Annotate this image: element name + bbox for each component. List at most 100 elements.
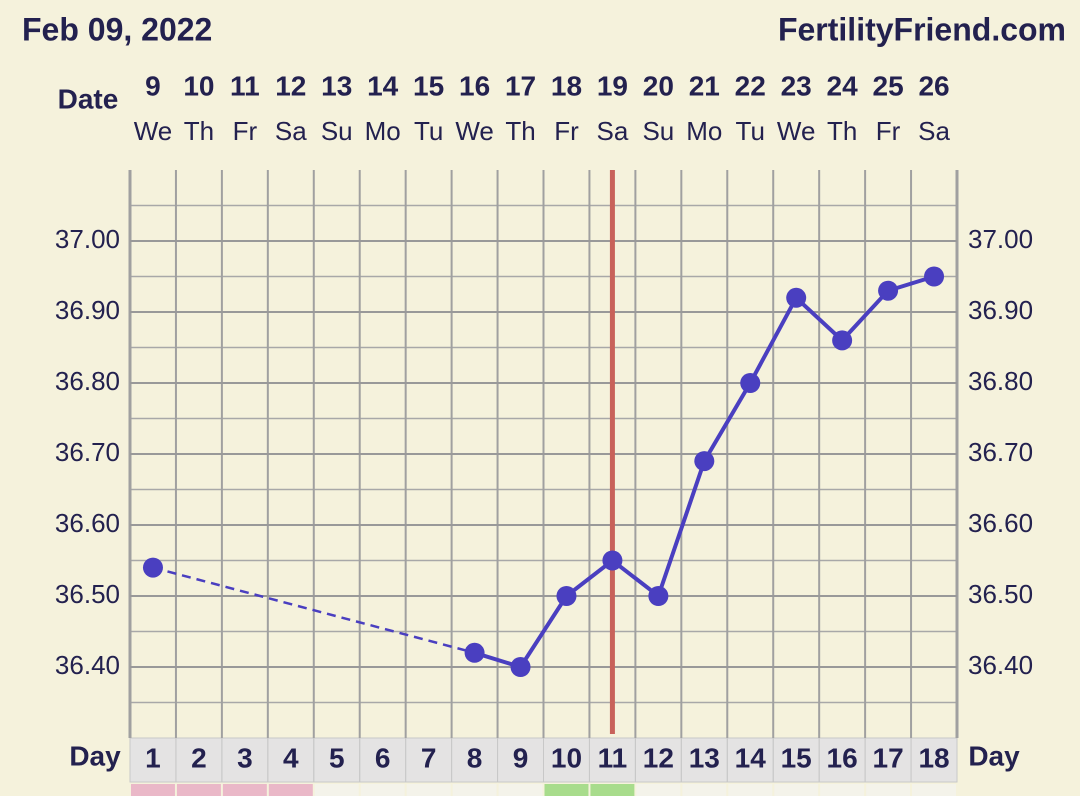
date-number: 20 — [643, 70, 674, 101]
y-tick-label-right: 36.50 — [968, 579, 1033, 609]
cm-cell — [866, 784, 911, 796]
weekday: Su — [321, 116, 353, 146]
cm-cell — [682, 784, 727, 796]
temperature-point — [142, 557, 163, 578]
temperature-point — [924, 266, 945, 287]
temperature-point — [878, 280, 899, 301]
y-tick-label-right: 36.60 — [968, 508, 1033, 538]
day-label-right: Day — [968, 740, 1020, 771]
date-number: 9 — [145, 70, 161, 101]
date-number: 21 — [689, 70, 720, 101]
day-number: 7 — [421, 742, 437, 773]
day-number: 11 — [598, 742, 628, 773]
date-number: 10 — [183, 70, 214, 101]
cm-cell — [912, 784, 956, 796]
gap-connector — [152, 566, 475, 655]
cm-cell — [176, 784, 221, 796]
weekday: Tu — [414, 116, 443, 146]
weekday: Th — [184, 116, 214, 146]
y-tick-label: 37.00 — [55, 224, 120, 254]
y-tick-label: 36.60 — [55, 508, 120, 538]
date-number: 14 — [367, 70, 399, 101]
day-number: 16 — [827, 742, 858, 773]
y-tick-label-right: 36.90 — [968, 295, 1033, 325]
cm-cell — [131, 784, 175, 796]
day-number: 13 — [689, 742, 720, 773]
weekday: Sa — [597, 116, 629, 146]
day-number: 6 — [375, 742, 391, 773]
date-number: 22 — [735, 70, 766, 101]
site-name: FertilityFriend.com — [778, 11, 1066, 47]
date-number: 24 — [827, 70, 859, 101]
temperature-point — [556, 586, 577, 606]
date-number: 13 — [321, 70, 352, 101]
temperature-point — [602, 550, 623, 571]
date-number: 18 — [551, 70, 582, 101]
weekday: We — [134, 116, 173, 146]
date-number: 17 — [505, 70, 536, 101]
temperature-point — [786, 287, 807, 308]
temperature-point — [648, 586, 669, 606]
day-number: 14 — [735, 742, 767, 773]
temperature-point — [832, 330, 853, 351]
date-number: 16 — [459, 70, 490, 101]
date-number: 15 — [413, 70, 444, 101]
day-number: 3 — [237, 742, 253, 773]
temperature-point — [740, 373, 761, 393]
y-tick-label: 36.90 — [55, 295, 120, 325]
cm-cell — [360, 784, 405, 796]
date-label: Date — [58, 83, 119, 114]
day-number: 9 — [513, 742, 529, 773]
weekday: Tu — [736, 116, 765, 146]
y-tick-label: 36.40 — [55, 650, 120, 680]
weekday: Su — [642, 116, 674, 146]
weekday: Sa — [275, 116, 307, 146]
day-number: 15 — [781, 742, 812, 773]
weekday: Mo — [365, 116, 401, 146]
weekday: We — [777, 116, 816, 146]
weekday: We — [455, 116, 494, 146]
cm-cell — [820, 784, 865, 796]
cm-cell — [222, 784, 267, 796]
weekday: Fr — [554, 116, 579, 146]
cm-cell — [314, 784, 359, 796]
y-tick-label: 36.70 — [55, 437, 120, 467]
cm-cell — [452, 784, 497, 796]
cm-cell — [728, 784, 773, 796]
day-number: 1 — [145, 742, 161, 773]
date-number: 26 — [918, 70, 949, 101]
date-number: 25 — [873, 70, 904, 101]
day-number: 4 — [283, 742, 299, 773]
date-number: 12 — [275, 70, 306, 101]
chart-title: Feb 09, 2022 — [22, 11, 212, 47]
weekday: Sa — [918, 116, 950, 146]
cm-cell — [544, 784, 589, 796]
y-tick-label-right: 37.00 — [968, 224, 1033, 254]
weekday: Th — [827, 116, 857, 146]
y-tick-label: 36.50 — [55, 579, 120, 609]
temperature-point — [464, 642, 485, 663]
cm-cell — [636, 784, 681, 796]
day-number: 8 — [467, 742, 483, 773]
date-number: 23 — [781, 70, 812, 101]
temperature-point — [694, 451, 715, 472]
cm-cell — [590, 784, 635, 796]
cm-cell — [268, 784, 313, 796]
day-number: 17 — [873, 742, 904, 773]
temperature-point — [510, 657, 531, 677]
day-number: 2 — [191, 742, 207, 773]
date-number: 11 — [230, 70, 260, 101]
weekday: Fr — [876, 116, 901, 146]
cm-cell — [406, 784, 451, 796]
y-tick-label: 36.80 — [55, 366, 120, 396]
y-tick-label-right: 36.40 — [968, 650, 1033, 680]
day-number: 5 — [329, 742, 345, 773]
day-number: 10 — [551, 742, 582, 773]
cm-cell — [774, 784, 819, 796]
y-tick-label-right: 36.70 — [968, 437, 1033, 467]
date-number: 19 — [597, 70, 628, 101]
cm-cell — [498, 784, 543, 796]
